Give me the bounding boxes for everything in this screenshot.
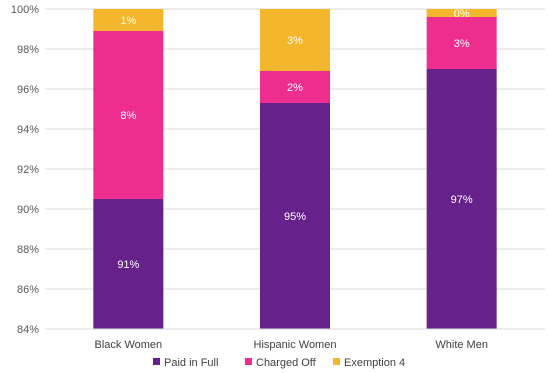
data-label: 97%: [451, 194, 473, 206]
data-label: 8%: [120, 110, 136, 122]
legend-swatch: [245, 358, 252, 365]
bar-segment-charged-off: [93, 31, 164, 199]
legend-label: Paid in Full: [164, 357, 218, 369]
bar-segment-paid-in-full: [260, 103, 330, 329]
y-tick-label: 94%: [17, 124, 39, 136]
data-label: 95%: [284, 211, 306, 223]
data-label: 0%: [454, 8, 470, 20]
bar-segment-exemption-4: [260, 9, 330, 71]
x-category-label: Black Women: [95, 339, 163, 351]
bar-segment-exemption-4: [426, 9, 497, 17]
y-tick-label: 90%: [17, 204, 39, 216]
bars: 91% 8% 1% 95% 2% 3% 97% 3% 0%: [93, 8, 497, 329]
legend-label: Exemption 4: [344, 357, 405, 369]
x-axis: Black Women Hispanic Women White Men: [45, 328, 545, 351]
y-tick-label: 84%: [17, 324, 39, 336]
data-label: 91%: [117, 259, 139, 271]
bar-segment-exemption-4: [93, 9, 164, 31]
y-tick-label: 92%: [17, 164, 39, 176]
y-tick-label: 88%: [17, 244, 39, 256]
legend-swatch: [153, 358, 160, 365]
y-tick-label: 98%: [17, 44, 39, 56]
bar-segment-charged-off: [426, 17, 497, 69]
data-label: 3%: [454, 38, 470, 50]
legend-label: Charged Off: [256, 357, 317, 369]
bar-segment-charged-off: [260, 71, 330, 103]
y-axis: 84% 86% 88% 90% 92% 94% 96% 98% 100%: [11, 4, 39, 336]
legend: Paid in Full Charged Off Exemption 4: [153, 357, 405, 369]
data-label: 2%: [287, 82, 303, 94]
data-label: 3%: [287, 35, 303, 47]
bar-segment-paid-in-full: [426, 69, 497, 329]
y-tick-label: 96%: [17, 84, 39, 96]
y-tick-label: 100%: [11, 4, 39, 16]
legend-swatch: [333, 358, 340, 365]
x-category-label: White Men: [435, 339, 488, 351]
bar-segment-paid-in-full: [93, 199, 164, 329]
x-category-label: Hispanic Women: [254, 339, 337, 351]
data-label: 1%: [120, 15, 136, 27]
y-tick-label: 86%: [17, 284, 39, 296]
